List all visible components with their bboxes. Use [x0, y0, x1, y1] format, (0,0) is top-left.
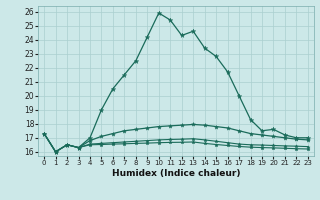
X-axis label: Humidex (Indice chaleur): Humidex (Indice chaleur) [112, 169, 240, 178]
